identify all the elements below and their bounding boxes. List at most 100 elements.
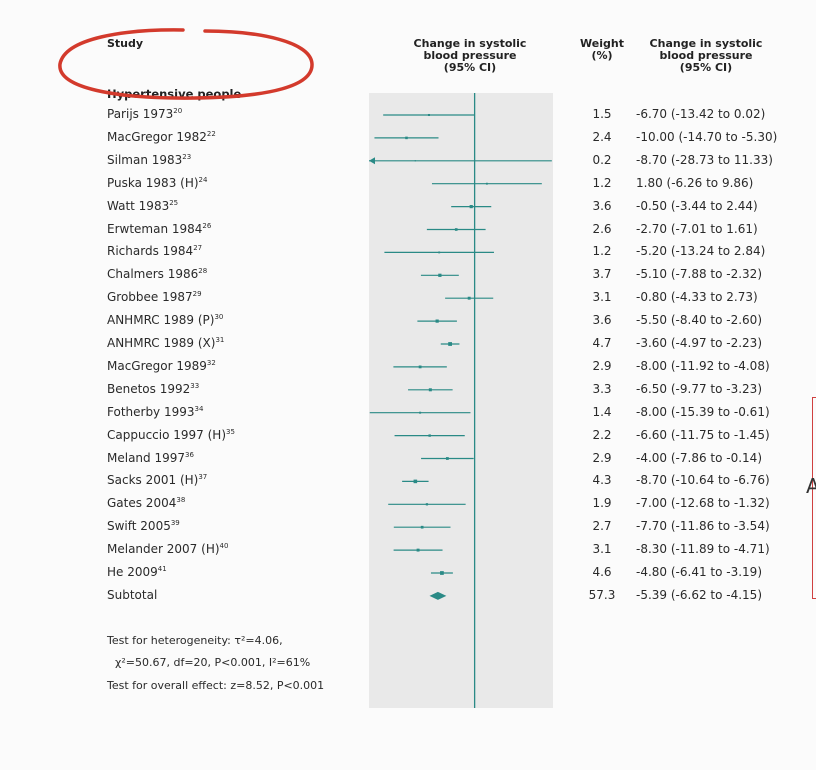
study-name-text: Benetos 1992	[107, 381, 191, 396]
study-weight: 3.3	[592, 381, 612, 396]
point-estimate	[419, 411, 422, 414]
study-reference: 20	[173, 107, 183, 115]
study-reference: 26	[202, 221, 212, 230]
study-weight: 4.7	[592, 336, 612, 350]
study-ci: -2.70 (-7.01 to 1.61)	[636, 221, 758, 236]
ci-header-line-1: Change in systolic	[649, 37, 763, 50]
study-reference: 25	[169, 198, 179, 207]
study-ci: -5.20 (-13.24 to 2.84)	[636, 244, 766, 259]
study-weight: 1.9	[592, 496, 612, 511]
study-ci: -5.50 (-8.40 to -2.60)	[636, 313, 762, 328]
study-ci: -8.30 (-11.89 to -4.71)	[636, 542, 770, 557]
effect-header-line-2: blood pressure	[423, 49, 517, 62]
study-weight: 1.2	[592, 244, 612, 259]
study-reference: 33	[190, 381, 200, 390]
point-estimate	[438, 273, 442, 277]
study-ci: 1.80 (-6.26 to 9.86)	[636, 175, 754, 190]
study-weight: 0.2	[592, 152, 612, 167]
study-weight: 2.6	[592, 221, 612, 236]
study-name-text: Puska 1983 (H)	[107, 175, 199, 190]
study-name: Gates 200438	[107, 496, 185, 510]
study-ci: -7.00 (-12.68 to -1.32)	[636, 496, 770, 511]
study-name-text: Watt 1983	[107, 198, 170, 213]
study-weight: 2.7	[592, 519, 612, 534]
study-reference: 24	[198, 175, 208, 184]
weight-header-line-2: (%)	[591, 49, 613, 62]
study-weight: 2.2	[592, 427, 612, 442]
study-ci: -8.70 (-10.64 to -6.76)	[636, 473, 770, 488]
study-ci: -10.00 (-14.70 to -5.30)	[636, 129, 778, 144]
right-edge-box	[812, 397, 816, 599]
study-weight: 4.6	[592, 565, 612, 579]
plot-marks	[369, 113, 552, 600]
study-reference: 37	[198, 473, 208, 482]
study-name: Richards 198427	[107, 244, 202, 258]
study-name-text: Erwteman 1984	[107, 221, 203, 236]
study-column-header: Study	[107, 37, 144, 50]
study-reference: 39	[170, 519, 180, 528]
weight-header-line-1: Weight	[580, 37, 624, 50]
study-name-text: Fotherby 1993	[107, 404, 195, 419]
point-estimate	[485, 182, 488, 185]
study-name: Fotherby 199334	[107, 405, 203, 419]
study-name-text: Chalmers 1986	[107, 267, 199, 282]
point-estimate	[467, 296, 471, 300]
study-reference: 34	[194, 404, 204, 413]
study-name-text: Silman 1983	[107, 152, 183, 167]
point-estimate	[438, 251, 441, 254]
study-ci: -6.70 (-13.42 to 0.02)	[636, 107, 766, 121]
point-estimate	[425, 503, 429, 506]
study-ci: -6.50 (-9.77 to -3.23)	[636, 381, 762, 396]
study-reference: 38	[176, 496, 186, 505]
study-name: Cappuccio 1997 (H)35	[107, 428, 235, 442]
study-name: Benetos 199233	[107, 382, 199, 396]
subtotal-label: Subtotal	[107, 588, 157, 602]
point-estimate	[420, 525, 424, 529]
point-estimate	[428, 434, 431, 437]
study-weight: 1.2	[592, 175, 612, 190]
study-ci: -6.60 (-11.75 to -1.45)	[636, 427, 770, 442]
study-reference: 35	[226, 427, 235, 436]
study-name-text: Richards 1984	[107, 244, 194, 259]
point-estimate	[454, 228, 458, 231]
effect-header-line-1: Change in systolic	[413, 37, 527, 50]
study-name: Grobbee 198729	[107, 290, 202, 304]
study-weight: 4.3	[592, 473, 612, 488]
study-ci: -0.80 (-4.33 to 2.73)	[636, 290, 758, 305]
study-name: Erwteman 198426	[107, 222, 211, 236]
study-weight: 1.4	[592, 404, 612, 419]
study-reference: 30	[214, 313, 224, 322]
study-name-text: Meland 1997	[107, 450, 185, 465]
study-name-text: Swift 2005	[107, 519, 171, 534]
study-reference: 28	[198, 267, 208, 276]
ci-header-line-2: blood pressure	[659, 49, 753, 62]
point-estimate	[435, 319, 439, 323]
study-reference: 23	[182, 152, 192, 161]
study-name-text: ANHMRC 1989 (X)	[107, 336, 216, 350]
study-name-text: Cappuccio 1997 (H)	[107, 427, 226, 442]
study-reference: 36	[185, 450, 194, 459]
ci-header-line-3: (95% CI)	[679, 61, 733, 74]
point-estimate	[414, 160, 416, 162]
study-weight: 3.6	[592, 313, 612, 328]
point-estimate	[418, 365, 422, 369]
study-name-text: Parijs 1973	[107, 107, 174, 121]
study-weight: 3.1	[592, 542, 612, 557]
point-estimate	[440, 571, 444, 575]
point-estimate	[427, 113, 430, 117]
study-weight: 2.9	[592, 450, 612, 465]
study-ci: -3.60 (-4.97 to -2.23)	[636, 336, 762, 350]
study-name: Watt 198325	[107, 199, 178, 213]
effect-header-line-3: (95% CI)	[443, 61, 497, 74]
study-name: Sacks 2001 (H)37	[107, 473, 207, 487]
study-reference: 40	[219, 542, 229, 551]
study-reference: 31	[215, 336, 225, 344]
study-ci: -0.50 (-3.44 to 2.44)	[636, 198, 758, 213]
point-estimate	[413, 479, 418, 484]
ci-column-header: Change in systolic blood pressure (95% C…	[636, 38, 776, 74]
ci-arrow	[369, 157, 375, 165]
study-name: Melander 2007 (H)40	[107, 542, 228, 556]
study-weight: 2.9	[592, 358, 612, 373]
point-estimate	[445, 457, 449, 460]
